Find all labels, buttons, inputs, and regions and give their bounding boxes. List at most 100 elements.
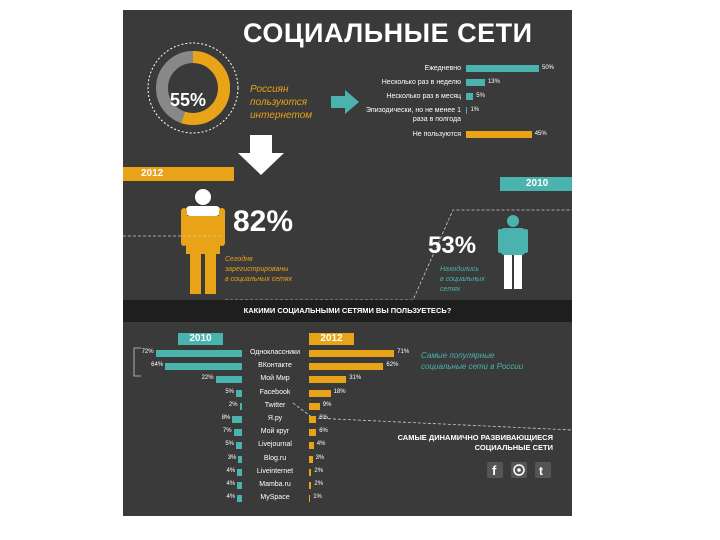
bar-2010 — [155, 350, 242, 357]
person-orange-icon — [181, 189, 225, 294]
frequency-value: 13% — [487, 79, 500, 85]
value-2012: 3% — [315, 454, 325, 461]
bar-2012 — [309, 416, 317, 423]
svg-text:f: f — [492, 463, 497, 478]
donut-hole — [169, 64, 217, 112]
bar-2010 — [236, 389, 242, 397]
today-caption: Сегодня зарегистрированы в социальных се… — [225, 255, 292, 285]
network-name: Twitter — [264, 401, 286, 409]
facebook-icon[interactable]: f — [487, 462, 503, 478]
frequency-bar — [466, 131, 532, 138]
network-name: Liveinternet — [256, 467, 294, 475]
past-caption-line: в социальных — [440, 276, 485, 283]
bar-2012 — [309, 376, 347, 384]
bar-2010 — [238, 455, 242, 463]
bar-2012 — [309, 389, 331, 397]
today-caption-line: в социальных сетях — [225, 276, 293, 283]
today-caption-line: зарегистрированы — [225, 266, 289, 273]
popular-note-line: Самые популярные — [421, 351, 495, 360]
past-caption: Находились в социальных сетях — [440, 265, 485, 295]
value-2010: 8% — [221, 415, 231, 421]
frequency-label: Эпизодически, но не менее 1 раза в полго… — [365, 107, 461, 123]
dynamic-note-line: СОЦИАЛЬНЫЕ СЕТИ — [474, 443, 553, 452]
network-name: Мой круг — [260, 428, 290, 436]
dynamic-note: САМЫЕ ДИНАМИЧНО РАЗВИВАЮЩИЕСЯ СОЦИАЛЬНЫЕ… — [373, 433, 553, 453]
year-tag-2010: 2010 — [500, 177, 572, 191]
value-2012: 1% — [313, 494, 322, 501]
frequency-label: Ежедневно — [424, 65, 461, 72]
frequency-row: Эпизодически, но не менее 1 раза в полго… — [348, 106, 572, 126]
network-name: Blog.ru — [263, 454, 287, 462]
value-2010: 64% — [151, 362, 164, 369]
bar-2010 — [215, 376, 242, 384]
top-networks-bracket — [133, 347, 141, 377]
network-name: Мой Мир — [260, 375, 290, 383]
arrow-down-icon — [238, 135, 284, 175]
value-2012: 62% — [386, 362, 399, 369]
network-name: Facebook — [259, 388, 291, 396]
question-text: КАКИМИ СОЦИАЛЬНЫМИ СЕТЯМИ ВЫ ПОЛЬЗУЕТЕСЬ… — [243, 306, 452, 315]
value-2010: 22% — [201, 375, 214, 382]
bar-2012 — [309, 455, 313, 463]
value-2012: 2% — [314, 467, 324, 474]
past-caption-line: Находились — [440, 266, 480, 273]
network-name: Mamba.ru — [259, 481, 291, 488]
year-tag-2012: 2012 — [123, 167, 234, 181]
frequency-row: Ежедневно 50% — [348, 64, 572, 74]
internet-caption-line: Россиян — [250, 84, 289, 95]
network-name: Одноклассники — [249, 349, 300, 356]
moimir-icon[interactable] — [511, 462, 527, 478]
infographic-poster: СОЦИАЛЬНЫЕ СЕТИ 55% Россиян пользуются и… — [123, 10, 572, 516]
value-2010: 7% — [222, 428, 232, 435]
frequency-label: Не пользуются — [412, 131, 461, 138]
bar-2010 — [233, 429, 242, 437]
value-2012: 4% — [316, 441, 326, 448]
bar-2010 — [239, 402, 242, 410]
bar-2012 — [309, 482, 312, 489]
twitter-icon[interactable]: t — [535, 462, 551, 478]
internet-caption-line: пользуются — [250, 97, 308, 108]
frequency-label: Несколько раз в месяц — [386, 93, 461, 100]
value-2012: 18% — [333, 388, 346, 395]
question-band: КАКИМИ СОЦИАЛЬНЫМИ СЕТЯМИ ВЫ ПОЛЬЗУЕТЕСЬ… — [123, 300, 572, 322]
frequency-value: 50% — [542, 65, 555, 71]
frequency-bar — [466, 65, 539, 72]
internet-caption-line: интернетом — [250, 110, 313, 121]
value-2010: 3% — [227, 454, 237, 461]
frequency-row: Не пользуются 45% — [348, 130, 572, 140]
frequency-value: 5% — [476, 93, 485, 99]
bar-2012 — [309, 363, 384, 371]
popular-note-line: социальные сети в России — [421, 362, 524, 371]
frequency-value: 45% — [534, 131, 547, 137]
today-percent: 82% — [233, 205, 294, 238]
value-2010: 5% — [225, 388, 234, 395]
internet-donut-chart — [147, 42, 239, 134]
bar-2012 — [309, 429, 317, 437]
frequency-label: Несколько раз в неделю — [381, 79, 461, 86]
bar-2010 — [237, 495, 242, 503]
frequency-chart: Ежедневно 50% Несколько раз в неделю 13% Нес… — [348, 64, 572, 154]
value-2010: 4% — [226, 494, 236, 501]
value-2010: 5% — [225, 441, 234, 448]
value-2012: 6% — [319, 415, 328, 421]
frequency-row: Несколько раз в месяц 5% — [348, 92, 572, 102]
donut-percent-segment — [156, 51, 230, 125]
bar-2012 — [309, 442, 314, 450]
value-2010: 2% — [228, 401, 238, 408]
frequency-row: Несколько раз в неделю 13% — [348, 78, 572, 88]
person-teal-icon — [498, 215, 528, 289]
internet-percent: 55% — [170, 90, 207, 110]
network-name: Livejournal — [258, 441, 292, 449]
popular-note: Самые популярные социальные сети в Росси… — [421, 350, 523, 372]
network-name: Я.ру — [267, 415, 283, 422]
bar-2012 — [309, 402, 320, 410]
arrow-right-icon — [331, 90, 359, 114]
today-caption-line: Сегодня — [225, 256, 253, 263]
network-name: ВКонтакте — [258, 362, 292, 370]
value-2012: 9% — [322, 401, 332, 408]
networks-chart: 72% Одноклассники 71% 64% ВКонтакте 62% 22% Мой… — [123, 348, 572, 516]
bar-2010 — [237, 468, 242, 476]
value-2010: 4% — [226, 467, 236, 474]
value-2012: 71% — [397, 349, 410, 355]
value-2010: 72% — [141, 349, 154, 355]
